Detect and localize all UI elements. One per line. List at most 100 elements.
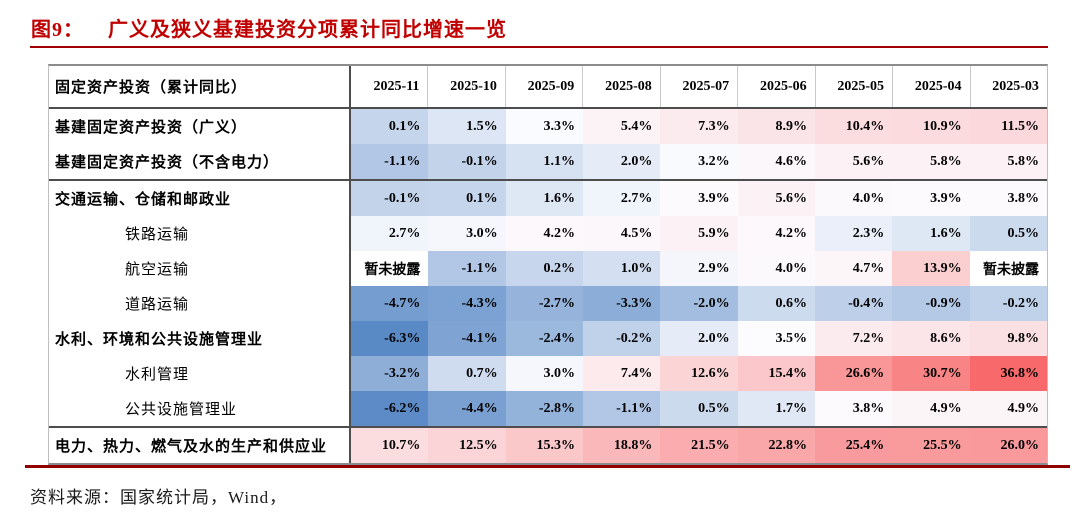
value-cell: 10.7% xyxy=(351,428,429,463)
column-header: 2025-09 xyxy=(504,66,582,107)
table-row: 铁路运输 2.7% 3.0% 4.2% 4.5% 5.9% 4.2% 2.3% 1.6% 0.5% xyxy=(49,216,1047,251)
title-underline-rule xyxy=(30,46,1048,48)
value-cell: 5.6% xyxy=(737,181,815,216)
value-cell: 0.5% xyxy=(660,391,738,426)
value-cell: 5.4% xyxy=(582,109,661,144)
table-row: 水利管理 -3.2% 0.7% 3.0% 7.4% 12.6% 15.4% 26.6% 30.7… xyxy=(49,356,1047,391)
value-cell: 4.9% xyxy=(969,391,1047,426)
value-cell: 2.7% xyxy=(351,216,429,251)
value-cell: -4.1% xyxy=(428,321,506,356)
value-cell: -2.7% xyxy=(505,286,583,321)
figure-title: 图9： 广义及狭义基建投资分项累计同比增速一览 xyxy=(31,13,507,42)
value-cell: 4.7% xyxy=(814,251,893,286)
column-header: 2025-11 xyxy=(373,78,420,94)
source-note: 资料来源：国家统计局，Wind， xyxy=(30,488,288,507)
value-cell: 2.9% xyxy=(660,251,738,286)
value-cell: -2.0% xyxy=(660,286,738,321)
value-cell: 26.6% xyxy=(814,356,893,391)
value-cell: 暂未披露 xyxy=(351,251,429,286)
figure-title-text: 广义及狭义基建投资分项累计同比增速一览 xyxy=(108,19,507,41)
table-body: 基建固定资产投资（广义） 0.1% 1.5% 3.3% 5.4% 7.3% 8.9% 10.4… xyxy=(49,109,1047,463)
value-cell: 1.6% xyxy=(892,216,970,251)
value-cell: 1.7% xyxy=(737,391,815,426)
table-row: 交通运输、仓储和邮政业 -0.1% 0.1% 1.6% 2.7% 3.9% 5.6% 4.0%… xyxy=(49,181,1047,216)
row-label: 基建固定资产投资（广义） xyxy=(49,109,351,144)
value-cell: -1.1% xyxy=(582,391,661,426)
value-cell: -0.1% xyxy=(351,181,429,216)
column-header: 2025-04 xyxy=(892,66,969,107)
table-row: 道路运输 -4.7% -4.3% -2.7% -3.3% -2.0% 0.6% -0.4% -0… xyxy=(49,286,1047,321)
figure-number-label: 图9： xyxy=(31,19,84,41)
value-cell: 12.5% xyxy=(428,428,506,463)
value-cell: 2.7% xyxy=(582,181,661,216)
heatmap-table: 固定资产投资（累计同比） 2025-11 2025-10 2025-09 2025-0… xyxy=(48,64,1048,465)
value-cell: 21.5% xyxy=(660,428,738,463)
value-cell: 0.1% xyxy=(428,181,506,216)
table-row: 公共设施管理业 -6.2% -4.4% -2.8% -1.1% 0.5% 1.7% 3.8% 4… xyxy=(49,391,1047,428)
column-header: 2025-10 xyxy=(427,66,504,107)
value-cell: 36.8% xyxy=(969,356,1047,391)
table-header-row: 固定资产投资（累计同比） 2025-11 2025-10 2025-09 2025-0… xyxy=(49,66,1047,109)
value-cell: 30.7% xyxy=(892,356,970,391)
column-header: 2025-07 xyxy=(659,66,737,107)
value-cell: 4.0% xyxy=(814,181,893,216)
value-cell: 4.0% xyxy=(737,251,815,286)
value-cell: 15.3% xyxy=(505,428,583,463)
column-header: 2025-05 xyxy=(814,66,892,107)
value-cell: 10.9% xyxy=(892,109,970,144)
value-cell: 8.9% xyxy=(737,109,815,144)
value-cell: -4.4% xyxy=(428,391,506,426)
value-cell: 1.6% xyxy=(505,181,583,216)
value-cell: 0.7% xyxy=(428,356,506,391)
value-cell: 25.4% xyxy=(814,428,893,463)
value-cell: -0.9% xyxy=(892,286,970,321)
value-cell: 0.2% xyxy=(505,251,583,286)
value-cell: 7.2% xyxy=(814,321,893,356)
value-cell: 1.1% xyxy=(505,144,583,179)
column-header: 2025-03 xyxy=(969,66,1047,107)
value-cell: 18.8% xyxy=(582,428,661,463)
value-cell: -3.2% xyxy=(351,356,429,391)
value-cell: -6.3% xyxy=(351,321,429,356)
row-label: 铁路运输 xyxy=(49,216,351,251)
table-row: 基建固定资产投资（广义） 0.1% 1.5% 3.3% 5.4% 7.3% 8.9% 10.4… xyxy=(49,109,1047,144)
corner-header-label: 固定资产投资（累计同比） xyxy=(49,66,351,107)
table-row: 水利、环境和公共设施管理业 -6.3% -4.1% -2.4% -0.2% 2.0% 3.5… xyxy=(49,321,1047,356)
value-cell: 1.0% xyxy=(582,251,661,286)
value-cell: 12.6% xyxy=(660,356,738,391)
value-cell: 4.2% xyxy=(505,216,583,251)
value-cell: 25.5% xyxy=(892,428,970,463)
row-label: 电力、热力、燃气及水的生产和供应业 xyxy=(49,428,351,463)
value-cell: 5.8% xyxy=(969,144,1047,179)
value-cell: 7.4% xyxy=(582,356,661,391)
value-cell: 4.2% xyxy=(737,216,815,251)
value-cell: -0.4% xyxy=(814,286,893,321)
table-row: 基建固定资产投资（不含电力） -1.1% -0.1% 1.1% 2.0% 3.2% 4.6%… xyxy=(49,144,1047,181)
column-header: 2025-08 xyxy=(582,66,659,107)
value-cell: 5.8% xyxy=(892,144,970,179)
value-cell: -4.3% xyxy=(428,286,506,321)
value-cell: -2.8% xyxy=(505,391,583,426)
value-cell: 9.8% xyxy=(969,321,1047,356)
value-cell: -1.1% xyxy=(351,144,429,179)
value-cell: -4.7% xyxy=(351,286,429,321)
value-cell: 1.5% xyxy=(428,109,506,144)
value-cell: 暂未披露 xyxy=(969,251,1047,286)
value-cell: 10.4% xyxy=(814,109,893,144)
value-cell: -1.1% xyxy=(428,251,506,286)
bottom-rule xyxy=(25,465,1070,468)
value-cell: 5.9% xyxy=(660,216,738,251)
value-cell: 8.6% xyxy=(892,321,970,356)
row-label: 水利、环境和公共设施管理业 xyxy=(49,321,351,356)
value-cell: 15.4% xyxy=(737,356,815,391)
table-row: 航空运输 暂未披露 -1.1% 0.2% 1.0% 2.9% 4.0% 4.7% 13.9% 暂未… xyxy=(49,251,1047,286)
value-cell: 3.8% xyxy=(969,181,1047,216)
value-cell: 3.5% xyxy=(737,321,815,356)
value-cell: 5.6% xyxy=(814,144,893,179)
value-cell: -2.4% xyxy=(505,321,583,356)
value-cell: 4.9% xyxy=(892,391,970,426)
value-cell: 7.3% xyxy=(660,109,738,144)
row-label: 道路运输 xyxy=(49,286,351,321)
value-cell: 4.6% xyxy=(737,144,815,179)
